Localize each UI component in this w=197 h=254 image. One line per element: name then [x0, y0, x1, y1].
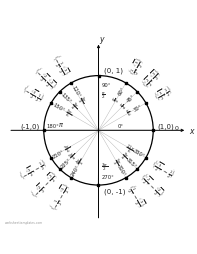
Text: 210°: 210° — [52, 148, 65, 159]
Text: 120°: 120° — [70, 84, 81, 98]
Text: $\frac{7\pi}{4}$: $\frac{7\pi}{4}$ — [117, 149, 130, 163]
Text: $\frac{3\pi}{4}$: $\frac{3\pi}{4}$ — [67, 99, 80, 113]
Text: $\frac{7\pi}{6}$: $\frac{7\pi}{6}$ — [62, 142, 74, 155]
Text: (-1,0): (-1,0) — [20, 123, 39, 130]
Text: $\frac{2\pi}{3}$: $\frac{2\pi}{3}$ — [74, 94, 88, 106]
Text: $\left(\frac{1}{2},-\frac{\sqrt{3}}{2}\right)$: $\left(\frac{1}{2},-\frac{\sqrt{3}}{2}\r… — [124, 182, 149, 210]
Text: $\left(-\frac{\sqrt{2}}{2},\frac{\sqrt{2}}{2}\right)$: $\left(-\frac{\sqrt{2}}{2},\frac{\sqrt{2… — [31, 64, 59, 92]
Text: $\frac{11\pi}{6}$: $\frac{11\pi}{6}$ — [122, 141, 137, 156]
Text: 30°: 30° — [133, 103, 144, 112]
Text: $\frac{5\pi}{3}$: $\frac{5\pi}{3}$ — [109, 155, 123, 168]
Text: $\left(\frac{\sqrt{2}}{2},-\frac{\sqrt{2}}{2}\right)$: $\left(\frac{\sqrt{2}}{2},-\frac{\sqrt{2… — [137, 169, 167, 199]
Text: $\pi$: $\pi$ — [58, 120, 64, 128]
Text: $\left(\frac{1}{2},\frac{\sqrt{3}}{2}\right)$: $\left(\frac{1}{2},\frac{\sqrt{3}}{2}\ri… — [125, 54, 147, 77]
Text: 240°: 240° — [70, 164, 81, 177]
Text: $\left(-\frac{\sqrt{3}}{2},\frac{1}{2}\right)$: $\left(-\frac{\sqrt{3}}{2},\frac{1}{2}\r… — [20, 81, 47, 105]
Text: $\frac{\pi}{4}$: $\frac{\pi}{4}$ — [118, 100, 129, 111]
Text: 180°: 180° — [46, 123, 59, 128]
Text: $\left(\frac{\sqrt{3}}{2},-\frac{1}{2}\right)$: $\left(\frac{\sqrt{3}}{2},-\frac{1}{2}\r… — [150, 156, 178, 181]
Text: 90°: 90° — [101, 83, 111, 88]
Text: 0°: 0° — [117, 123, 123, 128]
Text: $\left(-\frac{\sqrt{3}}{2},-\frac{1}{2}\right)$: $\left(-\frac{\sqrt{3}}{2},-\frac{1}{2}\… — [17, 155, 49, 182]
Text: $\left(\frac{\sqrt{2}}{2},\frac{\sqrt{2}}{2}\right)$: $\left(\frac{\sqrt{2}}{2},\frac{\sqrt{2}… — [139, 65, 164, 90]
Text: $\frac{\pi}{2}$: $\frac{\pi}{2}$ — [101, 90, 106, 101]
Text: $\left(\frac{\sqrt{3}}{2},\frac{1}{2}\right)$: $\left(\frac{\sqrt{3}}{2},\frac{1}{2}\ri… — [152, 83, 176, 104]
Text: 315°: 315° — [125, 157, 137, 169]
Text: 45°: 45° — [126, 93, 136, 103]
Text: $\frac{4\pi}{3}$: $\frac{4\pi}{3}$ — [74, 155, 88, 168]
Text: 330°: 330° — [132, 148, 145, 159]
Text: 135°: 135° — [60, 92, 72, 105]
Text: 60°: 60° — [117, 86, 126, 97]
Text: 300°: 300° — [116, 164, 127, 177]
Text: $\frac{3\pi}{2}$: $\frac{3\pi}{2}$ — [101, 160, 108, 172]
Text: y: y — [99, 35, 103, 44]
Text: (0, 1): (0, 1) — [104, 68, 123, 74]
Text: $\frac{\pi}{6}$: $\frac{\pi}{6}$ — [125, 107, 134, 119]
Text: $\left(-\frac{1}{2},-\frac{\sqrt{3}}{2}\right)$: $\left(-\frac{1}{2},-\frac{\sqrt{3}}{2}\… — [47, 180, 74, 212]
Text: (1,0): (1,0) — [158, 123, 174, 130]
Text: $\frac{\pi}{3}$: $\frac{\pi}{3}$ — [111, 96, 122, 105]
Text: worksheettemplates.com: worksheettemplates.com — [4, 220, 43, 225]
Text: $\frac{5\pi}{4}$: $\frac{5\pi}{4}$ — [67, 149, 80, 163]
Text: $\left(-\frac{1}{2},\frac{\sqrt{3}}{2}\right)$: $\left(-\frac{1}{2},\frac{\sqrt{3}}{2}\r… — [49, 52, 72, 79]
Text: 225°: 225° — [60, 157, 72, 169]
Text: $\left(-\frac{\sqrt{2}}{2},-\frac{\sqrt{2}}{2}\right)$: $\left(-\frac{\sqrt{2}}{2},-\frac{\sqrt{… — [29, 168, 62, 200]
Text: (0, -1): (0, -1) — [104, 187, 125, 194]
Text: x: x — [189, 126, 194, 135]
Text: 150°: 150° — [52, 103, 65, 113]
Text: 0: 0 — [174, 125, 178, 131]
Text: 270°: 270° — [101, 174, 114, 179]
Text: $\frac{5\pi}{6}$: $\frac{5\pi}{6}$ — [62, 106, 74, 120]
